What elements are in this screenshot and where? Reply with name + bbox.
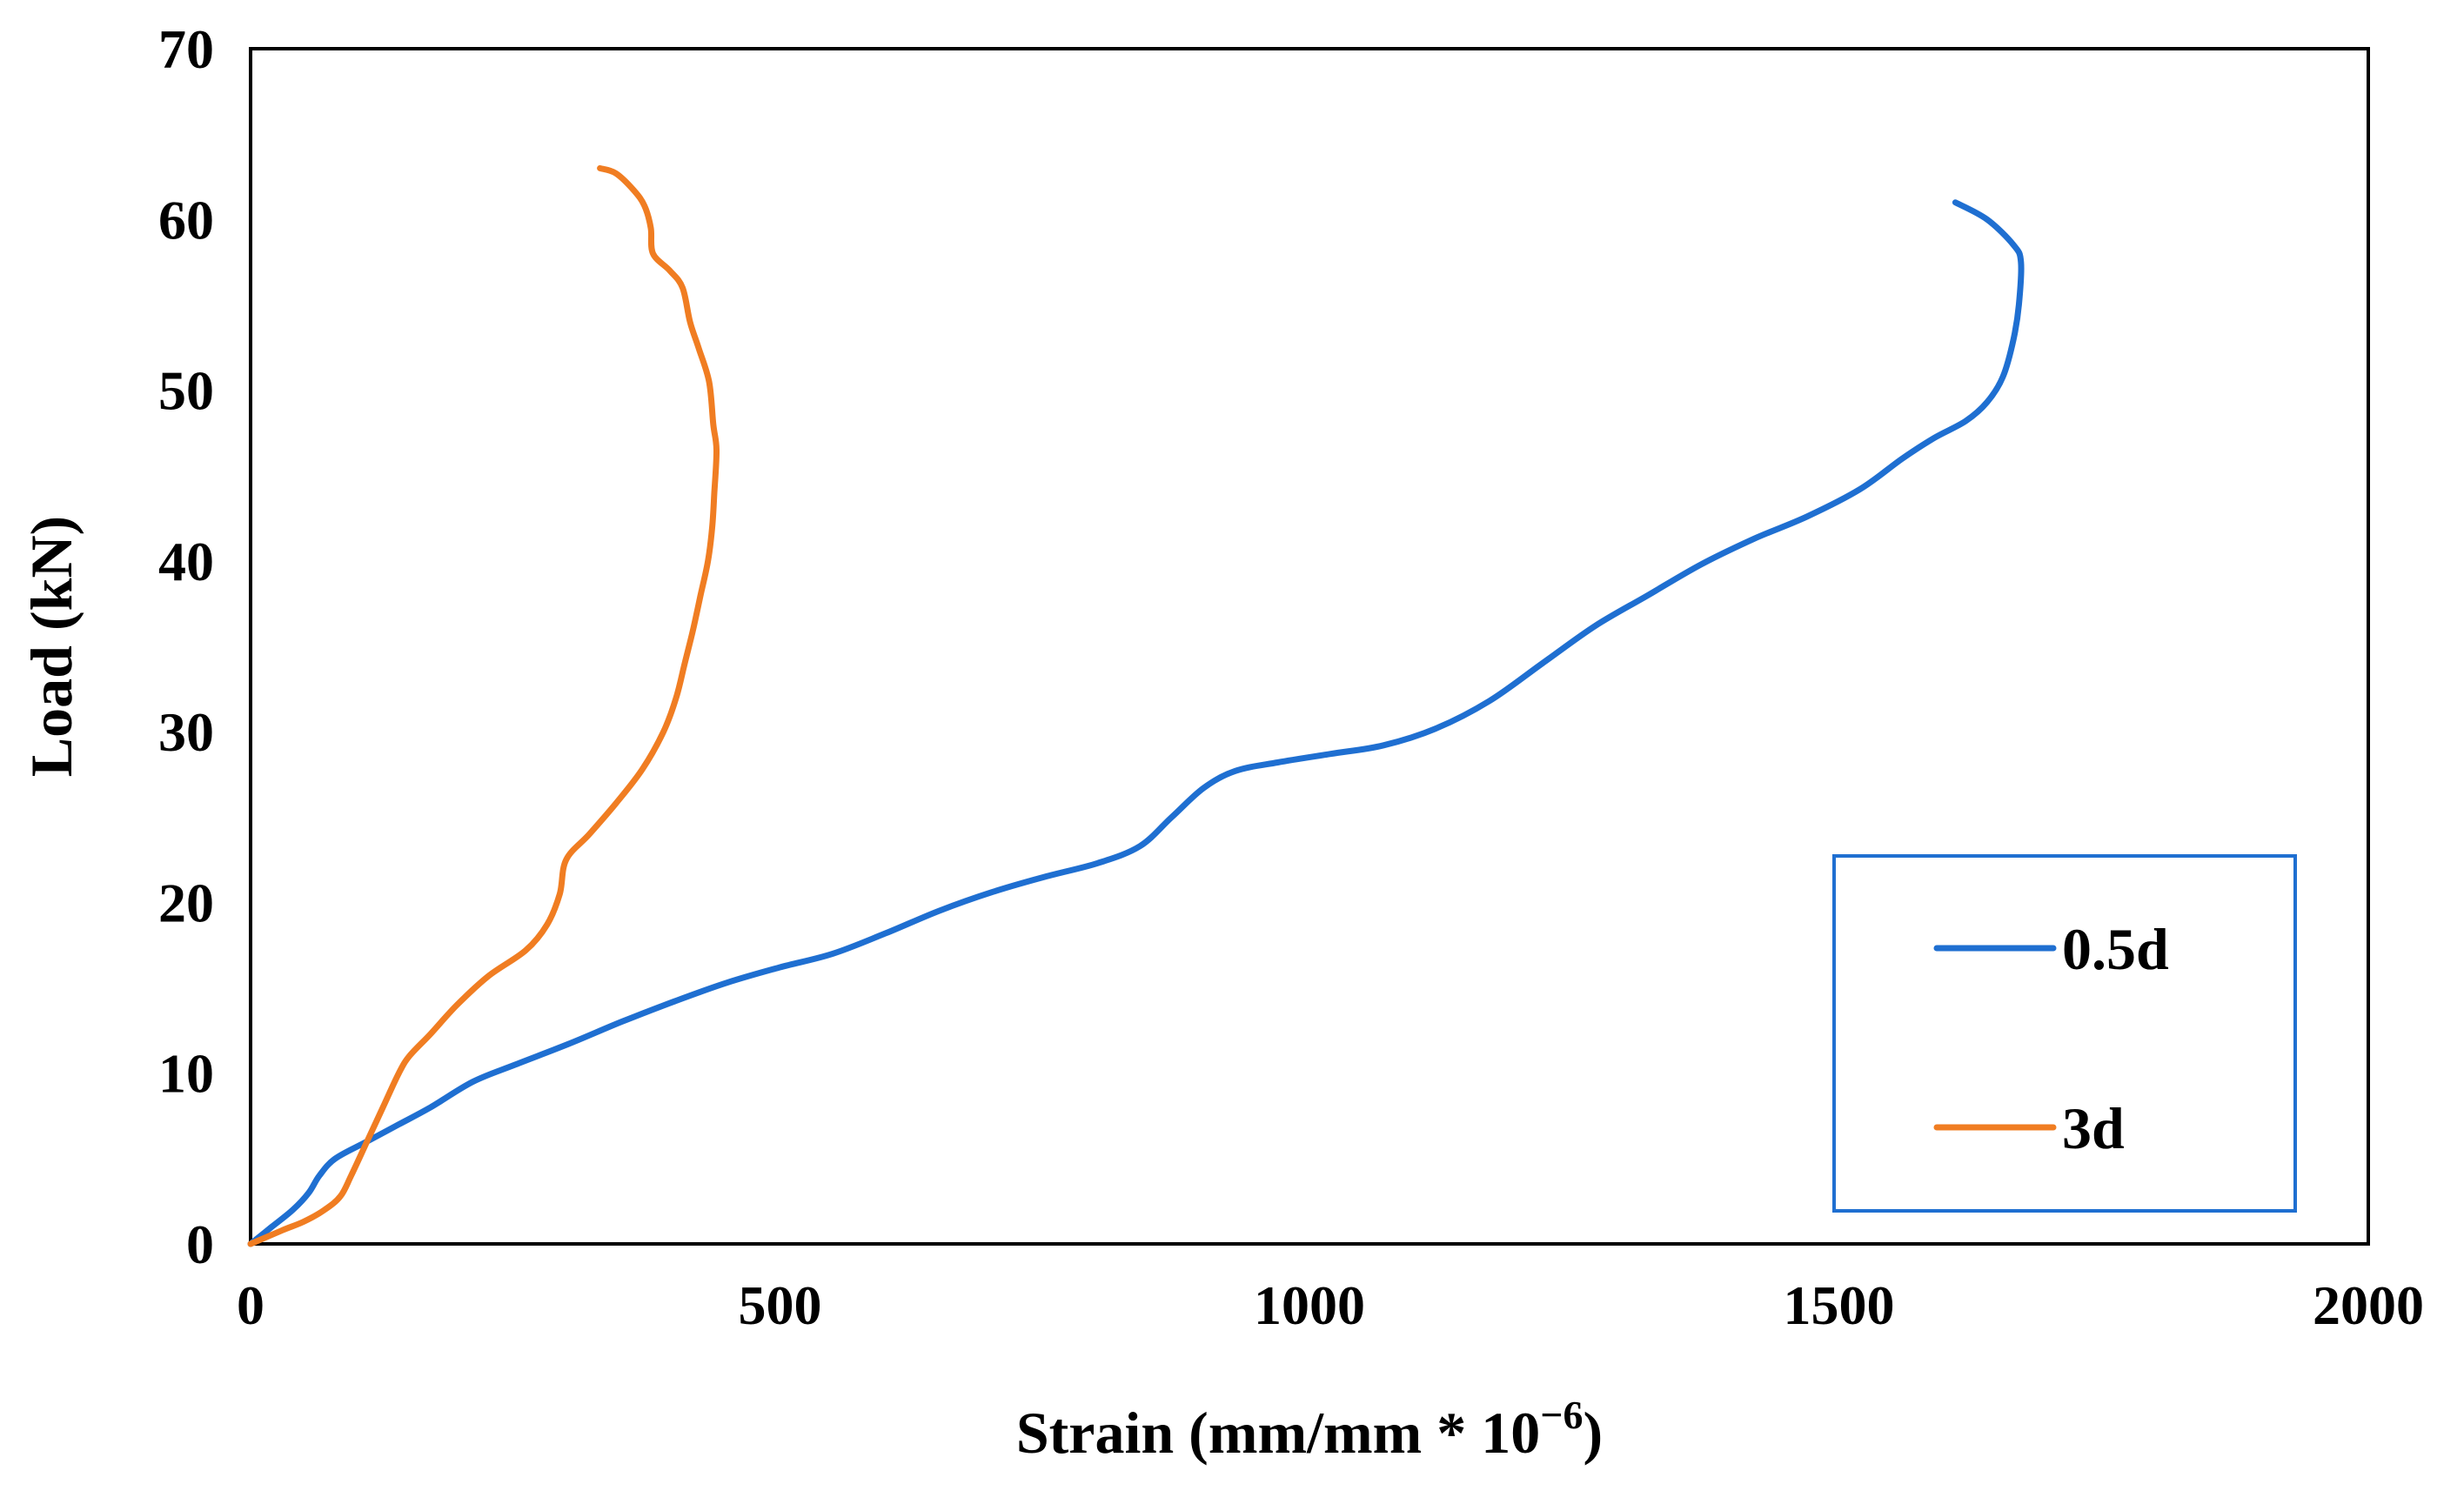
- legend-label-3d: 3d: [2062, 1095, 2125, 1161]
- x-axis-title-main: Strain (mm/mm * 10: [1016, 1400, 1540, 1466]
- y-tick-label: 40: [158, 531, 214, 592]
- x-axis-title: Strain (mm/mm * 10−6): [1016, 1393, 1603, 1466]
- x-tick-label: 1500: [1784, 1274, 1895, 1336]
- y-axis-title: Load (kN): [18, 516, 84, 777]
- y-axis-ticks: 0 10 20 30 40 50 60 70: [158, 18, 214, 1275]
- y-tick-label: 0: [186, 1213, 214, 1275]
- y-tick-label: 10: [158, 1043, 214, 1105]
- y-tick-label: 70: [158, 18, 214, 80]
- plot-area-frame: [249, 47, 2370, 1246]
- y-tick-label: 20: [158, 872, 214, 933]
- x-tick-label: 1000: [1254, 1274, 1365, 1336]
- legend-box: [1832, 854, 2297, 1213]
- y-tick-label: 50: [158, 360, 214, 422]
- x-axis-ticks: 0 500 1000 1500 2000: [237, 1274, 2424, 1336]
- x-tick-label: 0: [237, 1274, 264, 1336]
- legend-label-0.5d: 0.5d: [2062, 916, 2169, 982]
- y-tick-label: 60: [158, 189, 214, 251]
- x-tick-label: 2000: [2313, 1274, 2424, 1336]
- x-axis-title-superscript: −6: [1540, 1393, 1583, 1437]
- series-layer: [247, 164, 2025, 1247]
- y-tick-label: 30: [158, 701, 214, 763]
- x-axis-title-suffix: ): [1584, 1400, 1604, 1466]
- series-line-0.5d: [247, 199, 2025, 1247]
- legend: 0.5d 3d: [1832, 854, 2297, 1213]
- x-tick-label: 500: [739, 1274, 822, 1336]
- series-line-3d: [247, 164, 720, 1247]
